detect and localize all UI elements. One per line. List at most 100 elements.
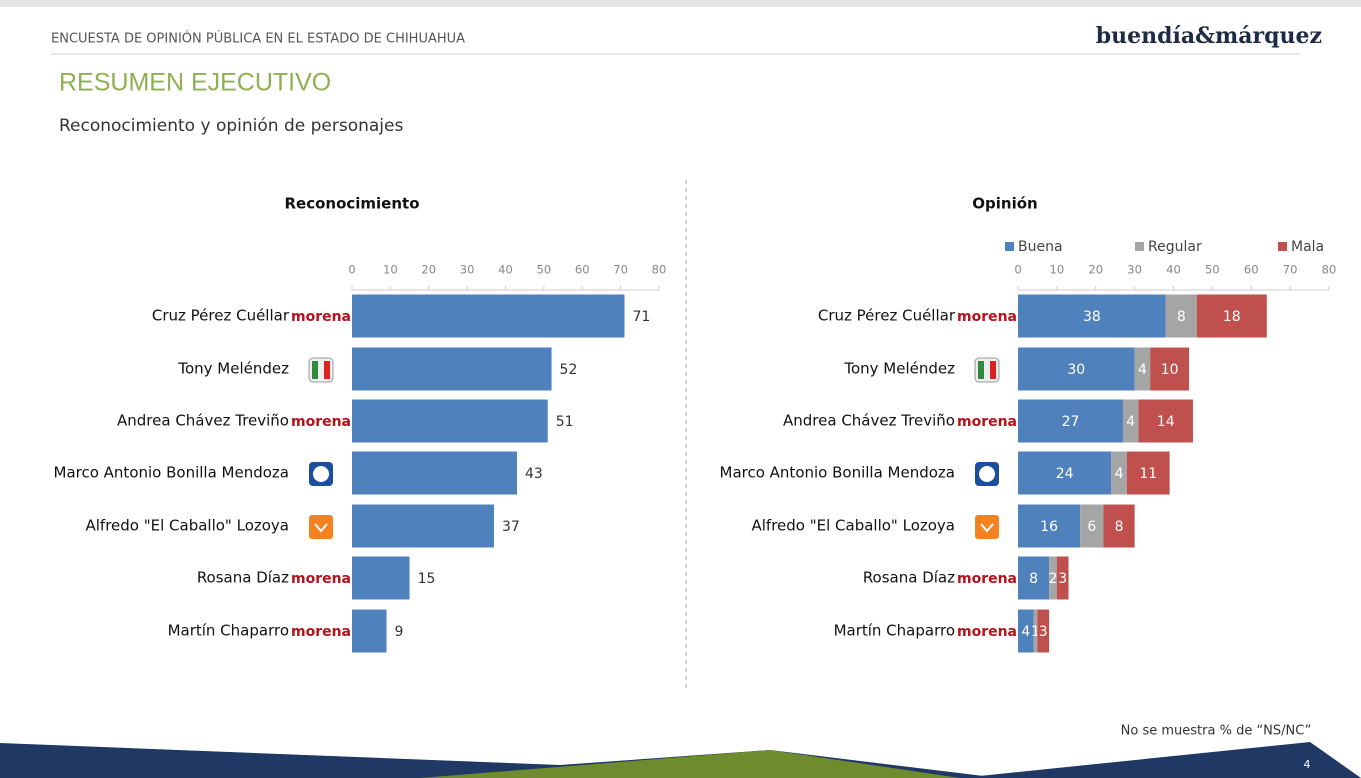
bar-segment [1018,556,1050,600]
value-label: 16 [1040,519,1058,535]
x-tick-label: 80 [1322,263,1337,277]
footer-accent [420,750,960,778]
value-label: 4 [1138,362,1147,378]
x-tick-label: 0 [1014,263,1021,277]
category-label: Rosana Díaz [863,569,955,587]
value-label: 18 [1223,309,1241,325]
value-label: 8 [1029,571,1038,587]
bar [352,399,548,443]
category-label: Martín Chaparro [168,622,289,640]
category-label: Martín Chaparro [834,622,955,640]
slide-subtitle: Reconocimiento y opinión de personajes [59,116,403,136]
bar-segment [1080,504,1104,548]
value-label: 51 [556,414,574,430]
bar-segment [1018,399,1123,443]
legend-swatch [1005,242,1014,251]
value-label: 4 [1115,466,1124,482]
category-label: Alfredo "El Caballo" Lozoya [85,517,289,535]
bar-segment [1134,347,1151,391]
category-label: Andrea Chávez Treviño [783,412,955,430]
value-label: 2 [1049,571,1058,587]
value-label: 8 [1115,519,1124,535]
x-tick-label: 40 [498,263,513,277]
x-tick-label: 50 [1205,263,1220,277]
x-tick-label: 60 [575,263,590,277]
category-label: Marco Antonio Bonilla Mendoza [720,464,956,482]
category-label: Tony Meléndez [843,360,955,378]
x-tick-label: 60 [1244,263,1259,277]
legend-label: Regular [1148,239,1202,255]
footer-band-right [960,742,1361,778]
bar [352,556,410,600]
bar-segment [1049,556,1057,600]
bar [352,347,552,391]
bar [352,294,625,338]
party-icon [312,361,318,379]
value-label: 14 [1157,414,1175,430]
x-tick-label: 30 [460,263,475,277]
party-label: morena [957,571,1017,587]
party-label: morena [957,414,1017,430]
party-icon [978,361,984,379]
x-tick-label: 70 [613,263,628,277]
bar [352,609,387,653]
bar-segment [1111,451,1127,495]
bar [352,504,494,548]
party-label: morena [291,624,351,640]
value-label: 71 [632,309,650,325]
x-tick-label: 10 [1050,263,1065,277]
bar-segment [1126,451,1170,495]
value-label: 27 [1062,414,1080,430]
category-label: Cruz Pérez Cuéllar [818,307,956,325]
bar-segment [1165,294,1197,338]
party-icon [980,523,994,533]
party-icon [975,515,999,539]
bar-segment [1033,609,1038,653]
x-tick-label: 80 [652,263,667,277]
legend-label: Buena [1018,239,1063,255]
party-label: morena [291,309,351,325]
page-number: 4 [1304,758,1311,771]
value-label: 4 [1126,414,1135,430]
bar-segment [1150,347,1190,391]
party-icon [309,515,333,539]
chart-title: Reconocimiento [284,195,419,213]
party-icon [990,361,996,379]
survey-header: ENCUESTA DE OPINIÓN PÚBLICA EN EL ESTADO… [51,31,465,47]
category-label: Cruz Pérez Cuéllar [152,307,290,325]
party-icon [314,523,328,533]
category-label: Tony Meléndez [177,360,289,378]
category-label: Alfredo "El Caballo" Lozoya [751,517,955,535]
chart-title: Opinión [972,195,1037,213]
legend-swatch [1135,242,1144,251]
slide-title: RESUMEN EJECUTIVO [59,69,331,97]
legend-swatch [1278,242,1287,251]
x-tick-label: 0 [348,263,355,277]
category-label: Marco Antonio Bonilla Mendoza [54,464,290,482]
party-icon [324,361,330,379]
bar [352,451,518,495]
bar-segment [1122,399,1139,443]
value-label: 24 [1056,466,1074,482]
bar-segment [1018,504,1081,548]
bar-segment [1018,609,1034,653]
footnote: No se muestra % de “NS/NC” [1121,724,1312,739]
bar-segment [1018,451,1112,495]
x-tick-label: 20 [1088,263,1103,277]
party-label: morena [957,309,1017,325]
value-label: 8 [1177,309,1186,325]
value-label: 1 [1031,624,1040,640]
top-bar [0,0,1361,7]
value-label: 37 [502,519,520,535]
bar-segment [1138,399,1193,443]
bar-segment [1056,556,1069,600]
value-label: 6 [1087,519,1096,535]
bar-segment [1018,347,1135,391]
value-label: 10 [1161,362,1179,378]
x-tick-label: 40 [1166,263,1181,277]
category-label: Andrea Chávez Treviño [117,412,289,430]
party-icon [979,466,995,482]
x-tick-label: 70 [1283,263,1298,277]
x-tick-label: 50 [537,263,552,277]
